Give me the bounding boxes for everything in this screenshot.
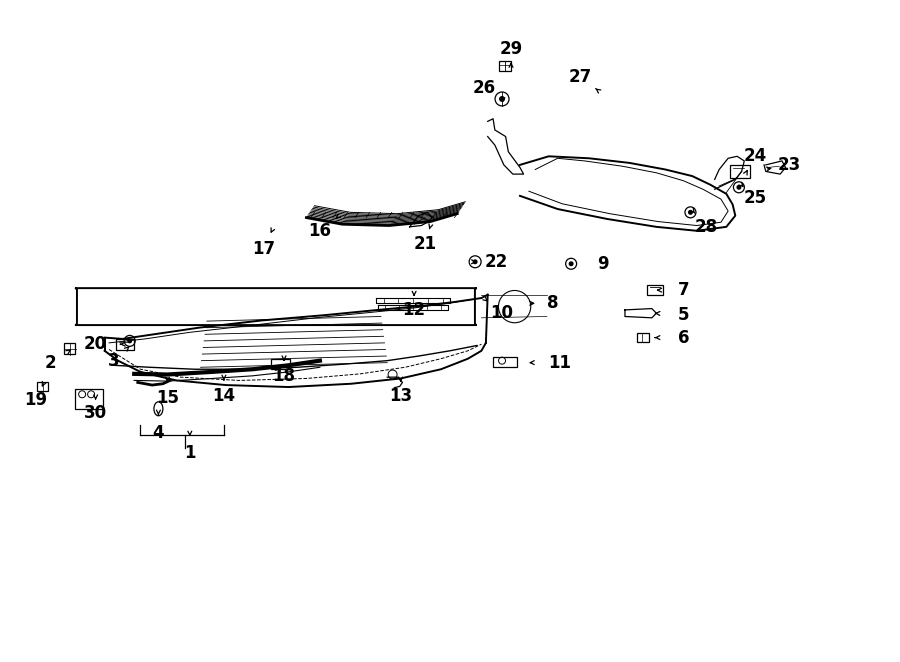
Text: 6: 6 [678, 328, 689, 347]
Bar [37, 382, 49, 391]
Bar [64, 343, 76, 354]
Text: 30: 30 [84, 404, 107, 422]
Text: 11: 11 [548, 354, 571, 371]
Circle shape [569, 261, 573, 266]
Text: 15: 15 [156, 389, 179, 407]
Circle shape [127, 338, 132, 344]
Text: 1: 1 [184, 444, 195, 462]
Bar [75, 389, 103, 409]
Circle shape [472, 260, 478, 264]
Text: 28: 28 [694, 218, 717, 236]
Circle shape [499, 96, 505, 102]
Text: 21: 21 [413, 235, 436, 253]
Bar [493, 357, 517, 367]
Text: 20: 20 [84, 335, 107, 354]
Text: 25: 25 [743, 189, 767, 207]
Text: 16: 16 [309, 222, 331, 240]
Text: 10: 10 [491, 304, 514, 322]
Bar [647, 285, 663, 295]
Circle shape [688, 210, 693, 215]
Text: 12: 12 [402, 301, 426, 319]
Text: 13: 13 [389, 387, 412, 404]
Text: 8: 8 [547, 295, 559, 312]
Text: 26: 26 [472, 79, 496, 97]
Bar [500, 61, 511, 71]
Text: 22: 22 [485, 253, 508, 271]
Bar [116, 339, 134, 350]
Circle shape [736, 185, 742, 190]
Text: 4: 4 [153, 424, 164, 442]
Text: 24: 24 [743, 148, 767, 166]
Text: 19: 19 [24, 391, 47, 409]
Text: 17: 17 [252, 240, 274, 258]
Text: 5: 5 [678, 306, 689, 324]
Text: 7: 7 [678, 281, 689, 299]
Bar [271, 359, 291, 369]
Bar [636, 333, 649, 342]
Text: 27: 27 [569, 68, 591, 86]
Text: 18: 18 [273, 367, 295, 385]
Text: 29: 29 [500, 40, 523, 58]
Text: 14: 14 [212, 387, 236, 404]
Text: 23: 23 [778, 156, 801, 174]
Text: 9: 9 [597, 255, 608, 273]
Bar [730, 165, 750, 178]
Text: 2: 2 [45, 354, 57, 371]
Text: 3: 3 [108, 352, 120, 369]
